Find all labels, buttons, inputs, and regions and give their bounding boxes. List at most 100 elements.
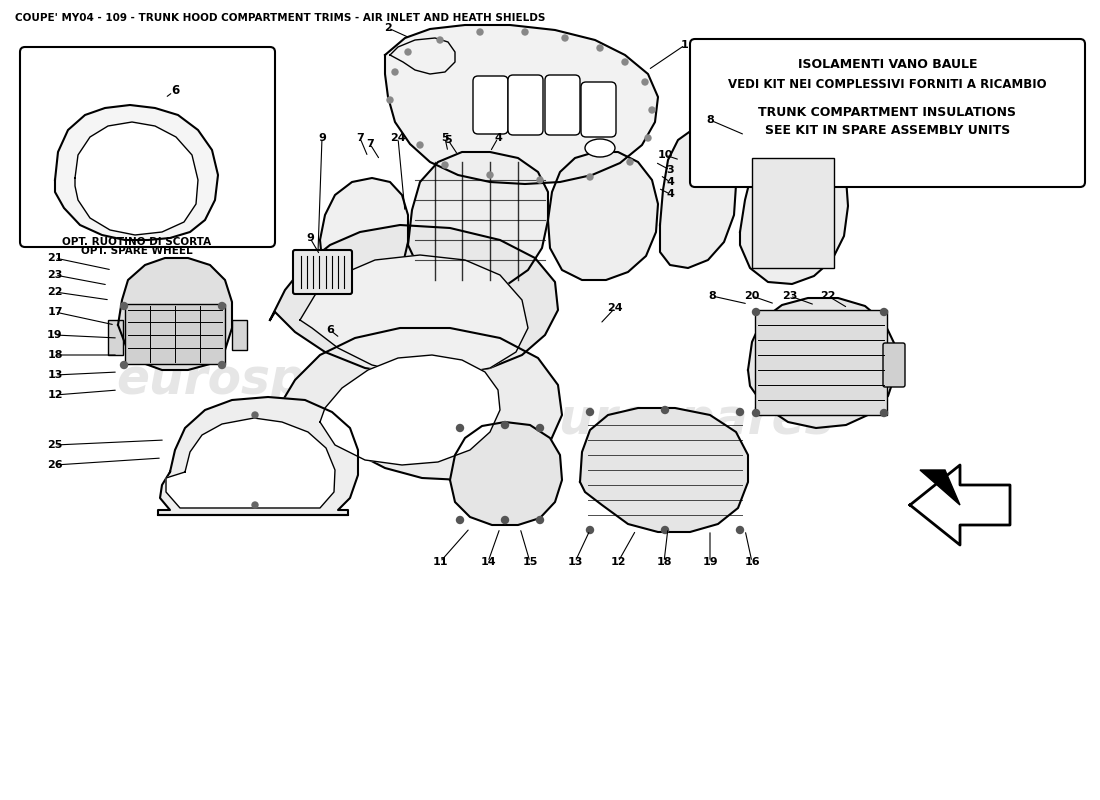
Text: 15: 15 xyxy=(522,557,538,567)
Text: 16: 16 xyxy=(745,557,760,567)
Text: 13: 13 xyxy=(568,557,583,567)
Text: VEDI KIT NEI COMPLESSIVI FORNITI A RICAMBIO: VEDI KIT NEI COMPLESSIVI FORNITI A RICAM… xyxy=(728,78,1047,91)
Text: 24: 24 xyxy=(607,303,623,313)
Circle shape xyxy=(502,517,508,523)
Bar xyxy=(755,310,887,415)
Polygon shape xyxy=(280,328,562,480)
Circle shape xyxy=(627,159,632,165)
Circle shape xyxy=(392,69,398,75)
FancyBboxPatch shape xyxy=(883,343,905,387)
Circle shape xyxy=(645,135,651,141)
Circle shape xyxy=(880,309,888,315)
Circle shape xyxy=(219,362,225,369)
Text: 8: 8 xyxy=(708,291,716,301)
Polygon shape xyxy=(166,418,336,508)
Text: OPT. RUOTINO DI SCORTA: OPT. RUOTINO DI SCORTA xyxy=(63,237,211,247)
Circle shape xyxy=(537,517,543,523)
Text: 11: 11 xyxy=(432,557,448,567)
Text: 7: 7 xyxy=(356,133,364,143)
Circle shape xyxy=(586,409,594,415)
Text: 14: 14 xyxy=(481,557,496,567)
Circle shape xyxy=(562,35,568,41)
FancyBboxPatch shape xyxy=(690,39,1085,187)
Polygon shape xyxy=(158,397,358,515)
Text: 19: 19 xyxy=(702,557,718,567)
Text: 12: 12 xyxy=(610,557,626,567)
Polygon shape xyxy=(300,255,528,375)
Text: 12: 12 xyxy=(47,390,63,400)
Text: 22: 22 xyxy=(821,291,836,301)
Circle shape xyxy=(405,49,411,55)
Text: 25: 25 xyxy=(47,440,63,450)
FancyBboxPatch shape xyxy=(20,47,275,247)
Polygon shape xyxy=(580,408,748,532)
FancyBboxPatch shape xyxy=(508,75,543,135)
Bar xyxy=(108,320,123,355)
Polygon shape xyxy=(75,122,198,235)
Circle shape xyxy=(752,410,759,417)
Text: 3: 3 xyxy=(667,165,674,175)
Text: 9: 9 xyxy=(306,233,313,243)
Polygon shape xyxy=(320,178,408,292)
Circle shape xyxy=(456,425,463,431)
FancyBboxPatch shape xyxy=(473,76,508,134)
Polygon shape xyxy=(920,470,960,505)
Text: TRUNK COMPARTMENT INSULATIONS: TRUNK COMPARTMENT INSULATIONS xyxy=(759,106,1016,119)
Circle shape xyxy=(537,425,543,431)
Circle shape xyxy=(252,412,258,418)
Text: 4: 4 xyxy=(667,177,674,187)
Text: 1: 1 xyxy=(681,40,689,50)
Text: 13: 13 xyxy=(47,370,63,380)
Text: 10: 10 xyxy=(658,150,673,160)
Text: 2: 2 xyxy=(384,23,392,33)
Circle shape xyxy=(387,97,393,103)
FancyBboxPatch shape xyxy=(293,250,352,294)
Text: 20: 20 xyxy=(745,291,760,301)
Text: ISOLAMENTI VANO BAULE: ISOLAMENTI VANO BAULE xyxy=(798,58,977,71)
Ellipse shape xyxy=(585,139,615,157)
Bar xyxy=(752,158,834,268)
Circle shape xyxy=(522,29,528,35)
Circle shape xyxy=(642,79,648,85)
Bar xyxy=(125,304,226,364)
Text: 19: 19 xyxy=(47,330,63,340)
Text: 6: 6 xyxy=(326,325,334,335)
Circle shape xyxy=(456,517,463,523)
Circle shape xyxy=(586,526,594,534)
FancyBboxPatch shape xyxy=(581,82,616,137)
Polygon shape xyxy=(548,152,658,280)
Text: 24: 24 xyxy=(390,133,406,143)
Circle shape xyxy=(252,502,258,508)
Circle shape xyxy=(752,309,759,315)
Text: 4: 4 xyxy=(667,189,674,199)
Text: 22: 22 xyxy=(47,287,63,297)
Circle shape xyxy=(880,410,888,417)
Circle shape xyxy=(737,526,744,534)
Text: 9: 9 xyxy=(318,133,326,143)
Text: eurospares: eurospares xyxy=(526,396,834,444)
Polygon shape xyxy=(118,258,232,370)
Circle shape xyxy=(737,409,744,415)
Text: COUPE' MY04 - 109 - TRUNK HOOD COMPARTMENT TRIMS - AIR INLET AND HEATH SHIELDS: COUPE' MY04 - 109 - TRUNK HOOD COMPARTME… xyxy=(15,13,546,23)
Circle shape xyxy=(417,142,424,148)
Circle shape xyxy=(502,422,508,429)
Text: OPT. SPARE WHEEL: OPT. SPARE WHEEL xyxy=(81,246,192,256)
Text: 18: 18 xyxy=(47,350,63,360)
Text: 21: 21 xyxy=(47,253,63,263)
Text: 5: 5 xyxy=(444,135,452,145)
Text: 23: 23 xyxy=(47,270,63,280)
Text: 17: 17 xyxy=(47,307,63,317)
Circle shape xyxy=(442,162,448,168)
Text: 23: 23 xyxy=(782,291,797,301)
Circle shape xyxy=(661,526,669,534)
Text: 26: 26 xyxy=(47,460,63,470)
Circle shape xyxy=(477,29,483,35)
Text: 6: 6 xyxy=(170,83,179,97)
Circle shape xyxy=(121,302,128,310)
Polygon shape xyxy=(450,422,562,525)
Circle shape xyxy=(121,362,128,369)
Text: 7: 7 xyxy=(366,139,374,149)
FancyBboxPatch shape xyxy=(544,75,580,135)
Bar xyxy=(232,320,248,350)
Text: 5: 5 xyxy=(441,133,449,143)
